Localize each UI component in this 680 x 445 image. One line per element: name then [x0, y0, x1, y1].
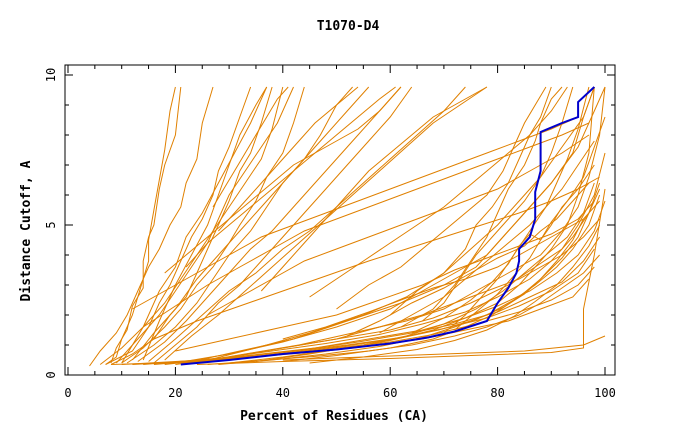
y-tick-label-10: 10: [44, 68, 58, 82]
y-tick-label-5: 5: [44, 221, 58, 228]
series-line-10: [132, 86, 370, 361]
series-line-52: [164, 86, 402, 274]
series-line-55: [212, 86, 289, 208]
axis-layer: 0 20 40 60 80 100 0 5 10: [44, 65, 616, 400]
series-line-39: [422, 86, 574, 322]
series-line-17: [175, 86, 595, 364]
x-tick-label-0: 0: [64, 386, 71, 400]
series-line-26: [121, 266, 595, 365]
series-line-58: [207, 134, 590, 316]
series-line-56: [260, 86, 488, 292]
series-line-50: [142, 122, 590, 328]
series-line-42: [379, 140, 595, 334]
x-tick-label-60: 60: [383, 386, 397, 400]
series-line-40: [443, 86, 590, 334]
y-tick-label-0: 0: [44, 371, 58, 378]
series-line-2: [110, 86, 182, 364]
series-line-22: [164, 182, 601, 365]
series-line-35: [282, 335, 606, 361]
series-line-19: [202, 86, 595, 362]
series-line-53: [185, 86, 396, 268]
series-line-45: [454, 116, 606, 331]
series-line-9: [153, 86, 413, 364]
series-line-8: [137, 86, 402, 362]
series-line-11: [115, 86, 294, 364]
series-line-49: [153, 176, 600, 340]
series-line-38: [400, 86, 563, 328]
x-tick-label-80: 80: [490, 386, 504, 400]
highlight-layer: [180, 86, 595, 366]
series-line-18: [185, 86, 606, 364]
highlight-series-line: [180, 86, 595, 366]
series-layer: [89, 86, 606, 367]
x-tick-label-100: 100: [594, 386, 616, 400]
plot-frame: [64, 64, 616, 376]
series-line-24: [143, 236, 601, 365]
x-tick-label-20: 20: [168, 386, 182, 400]
series-line-54: [218, 86, 359, 232]
series-line-15: [121, 86, 268, 364]
series-line-7: [126, 86, 353, 364]
series-line-43: [346, 182, 590, 337]
series-line-3: [89, 86, 214, 367]
series-line-28: [229, 86, 595, 364]
chart-title: T1070-D4: [317, 19, 380, 34]
series-line-16: [142, 86, 268, 361]
x-tick-label-40: 40: [276, 386, 290, 400]
series-line-33: [207, 254, 600, 365]
y-axis-label: Distance Cutoff, A: [19, 160, 34, 301]
series-line-36: [196, 188, 606, 365]
series-line-34: [180, 218, 584, 364]
series-line-46: [282, 200, 600, 340]
series-line-47: [229, 218, 600, 358]
series-line-41: [336, 86, 547, 310]
series-line-13: [148, 86, 466, 362]
series-line-57: [309, 86, 568, 298]
series-line-12: [99, 86, 284, 365]
series-line-21: [175, 152, 606, 365]
series-line-51: [132, 116, 579, 310]
x-axis-label: Percent of Residues (CA): [240, 409, 428, 424]
series-line-48: [175, 200, 595, 352]
